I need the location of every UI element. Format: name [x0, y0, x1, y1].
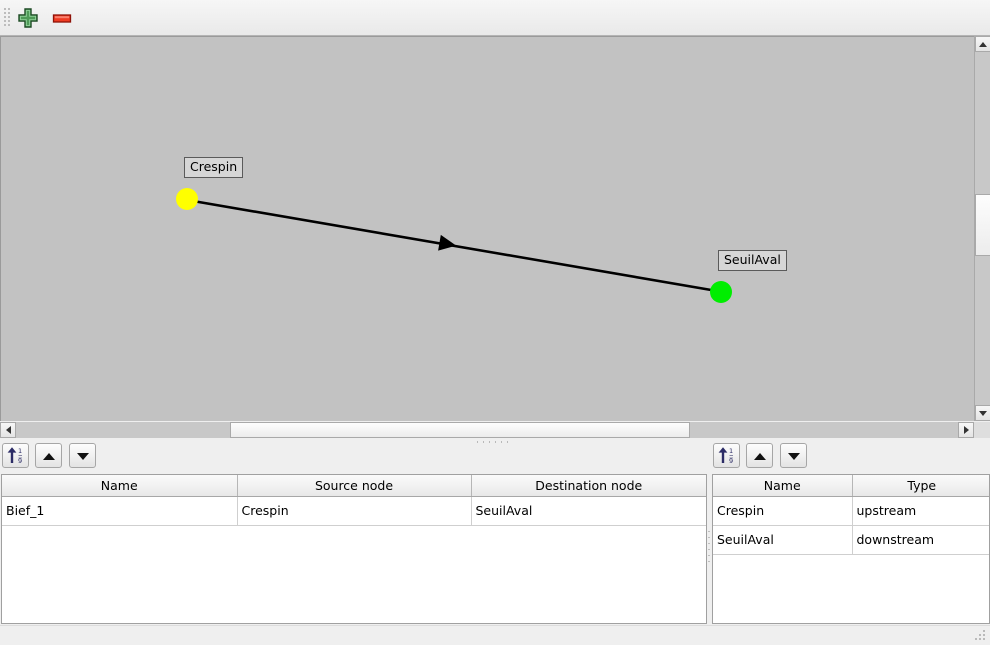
network-diagram[interactable] [1, 37, 974, 421]
nodes-cell-type[interactable]: downstream [852, 525, 989, 555]
nodes-move-up-button[interactable] [746, 443, 773, 468]
svg-text:9: 9 [729, 457, 733, 465]
canvas-vertical-scrollbar[interactable] [974, 36, 990, 421]
link-line-bief_1[interactable] [192, 199, 718, 293]
horizontal-scroll-thumb[interactable] [230, 422, 690, 438]
red-minus-icon [52, 14, 72, 23]
links-cell-name[interactable]: Bief_1 [2, 496, 238, 526]
vertical-scroll-thumb[interactable] [975, 194, 990, 256]
nodes-column-header-type[interactable]: Type [852, 475, 989, 497]
table-row[interactable]: SeuilAval downstream [713, 525, 989, 555]
horizontal-splitter[interactable] [0, 438, 990, 446]
triangle-up-icon [753, 452, 766, 460]
links-cell-destination[interactable]: SeuilAval [471, 496, 706, 526]
triangle-left-icon [6, 426, 11, 434]
add-node-button[interactable] [16, 7, 40, 29]
nodes-cell-type[interactable]: upstream [852, 496, 989, 526]
links-move-up-button[interactable] [35, 443, 62, 468]
toolbar-drag-grip[interactable] [4, 8, 10, 28]
triangle-down-icon [787, 452, 800, 460]
node-label-crespin[interactable]: Crespin [184, 157, 244, 178]
nodes-panel: 1 9 Name Type [711, 443, 990, 625]
splitter-grip-dots [708, 531, 710, 567]
triangle-down-icon [76, 452, 89, 460]
links-panel: 1 9 Name Source [0, 443, 708, 625]
links-cell-source[interactable]: Crespin [237, 496, 472, 526]
nodes-cell-name[interactable]: Crespin [713, 496, 853, 526]
nodes-sort-button[interactable]: 1 9 [713, 443, 740, 468]
node-seuilaval[interactable] [710, 281, 732, 303]
table-row[interactable]: Crespin upstream [713, 496, 989, 526]
links-column-header-name[interactable]: Name [2, 475, 238, 497]
scroll-right-button[interactable] [958, 422, 974, 438]
scroll-up-button[interactable] [975, 36, 990, 52]
diagram-canvas[interactable]: Crespin SeuilAval [0, 36, 974, 421]
nodes-table[interactable]: Name Type Crespin upstream SeuilAval dow… [713, 475, 989, 555]
svg-text:1: 1 [18, 447, 22, 455]
nodes-table-header-row: Name Type [713, 475, 989, 497]
scrollbar-corner [974, 422, 990, 438]
svg-text:1: 1 [729, 447, 733, 455]
triangle-up-icon [42, 452, 55, 460]
table-row[interactable]: Bief_1 Crespin SeuilAval [2, 496, 706, 526]
status-bar [0, 625, 990, 645]
splitter-grip-dots [477, 441, 513, 444]
canvas-horizontal-scrollbar[interactable] [0, 422, 974, 438]
links-table[interactable]: Name Source node Destination node Bief_1… [2, 475, 706, 526]
links-table-frame: Name Source node Destination node Bief_1… [1, 474, 707, 624]
links-column-header-destination[interactable]: Destination node [471, 475, 706, 497]
node-crespin[interactable] [176, 188, 198, 210]
triangle-down-icon [979, 411, 987, 416]
nodes-column-header-name[interactable]: Name [713, 475, 853, 497]
nodes-move-down-button[interactable] [780, 443, 807, 468]
vertical-splitter[interactable] [707, 474, 711, 624]
link-direction-arrow [438, 234, 457, 251]
sort-ascending-icon: 1 9 [718, 447, 733, 465]
links-column-header-source[interactable]: Source node [237, 475, 472, 497]
triangle-right-icon [964, 426, 969, 434]
main-toolbar [0, 0, 990, 36]
triangle-up-icon [979, 42, 987, 47]
nodes-cell-name[interactable]: SeuilAval [713, 525, 853, 555]
scroll-down-button[interactable] [975, 405, 990, 421]
green-plus-icon [18, 8, 38, 28]
diagram-scroll-area: Crespin SeuilAval [0, 36, 990, 438]
sort-ascending-icon: 1 9 [7, 447, 22, 465]
scroll-left-button[interactable] [0, 422, 16, 438]
links-table-header-row: Name Source node Destination node [2, 475, 706, 497]
links-move-down-button[interactable] [69, 443, 96, 468]
svg-text:9: 9 [18, 457, 22, 465]
node-label-seuilaval[interactable]: SeuilAval [718, 250, 787, 271]
nodes-table-frame: Name Type Crespin upstream SeuilAval dow… [712, 474, 990, 624]
delete-node-button[interactable] [50, 7, 74, 29]
window-resize-grip[interactable] [975, 630, 987, 642]
links-sort-button[interactable]: 1 9 [2, 443, 29, 468]
